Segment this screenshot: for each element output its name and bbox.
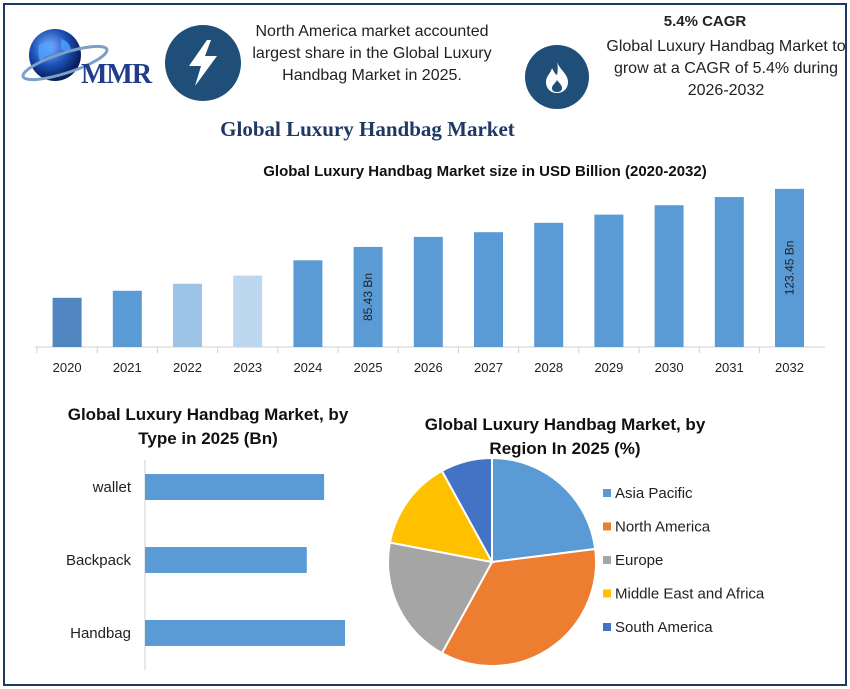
legend-swatch [603, 522, 611, 531]
category-label: Backpack [66, 552, 132, 569]
x-tick-label: 2027 [474, 360, 503, 375]
logo-text: MMR [81, 59, 152, 90]
flame-icon [525, 45, 589, 109]
bar-2025 [353, 246, 383, 347]
bar-chart-title: Global Luxury Handbag Market size in USD… [263, 163, 707, 180]
bar-2024 [293, 260, 323, 347]
bar-handbag [145, 620, 345, 646]
data-label-2025: 85.43 Bn [361, 273, 375, 321]
market-size-bar-chart: 2020 2021 2022 2023 2024 2025 85.43 Bn 2026 2027… [35, 188, 825, 375]
category-label: Handbag [70, 625, 131, 642]
legend-label: Europe [615, 552, 663, 569]
category-label: wallet [92, 479, 132, 496]
legend-swatch [603, 489, 611, 497]
type-chart-title: Global Luxury Handbag Market, by Type in… [67, 405, 349, 448]
bar-2027 [474, 232, 503, 347]
bar-2022 [173, 283, 202, 347]
x-tick-label: 2024 [293, 360, 322, 375]
cagr-title: 5.4% CAGR [663, 13, 747, 30]
bar-2021 [112, 290, 142, 347]
x-tick-label: 2023 [233, 360, 262, 375]
x-tick-label: 2029 [594, 360, 623, 375]
bar-2029 [594, 214, 624, 347]
legend-swatch [603, 623, 611, 631]
legend-label: South America [615, 619, 713, 636]
cagr-text: Global Luxury Handbag Market to grow at … [606, 38, 846, 99]
infographic-frame: MMR North America market accounted large… [3, 3, 847, 686]
globe-icon [21, 29, 109, 82]
legend-label: North America [615, 519, 711, 536]
legend-label: Asia Pacific [615, 485, 693, 502]
x-tick-label: 2026 [414, 360, 443, 375]
region-chart-title: Global Luxury Handbag Market, by Region … [424, 415, 706, 458]
bar-2031 [714, 197, 744, 347]
x-tick-label: 2032 [775, 360, 804, 375]
pie-slice-middle-east-and-africa [388, 469, 494, 564]
region-highlight-text: North America market accounted largest s… [252, 23, 492, 84]
data-label-2032: 123.45 Bn [783, 241, 797, 296]
page-title: Global Luxury Handbag Market [220, 117, 515, 141]
pie-slice-south-america [440, 456, 493, 563]
type-bar-chart: wallet Backpack Handbag [66, 460, 345, 670]
pie-slice-north-america [440, 547, 597, 667]
legend-label: Middle East and Africa [615, 586, 765, 603]
bar-2020 [52, 297, 82, 347]
bar-2026 [413, 236, 443, 347]
region-pie-chart: Asia Pacific North America Europe Middle Ea… [387, 456, 765, 667]
pie-slice-asia-pacific [491, 456, 597, 564]
lightning-icon [165, 25, 241, 101]
x-tick-label: 2020 [53, 360, 82, 375]
mmr-logo: MMR [17, 23, 162, 93]
bar-backpack [145, 547, 307, 573]
legend-swatch [603, 589, 611, 598]
legend-swatch [603, 556, 611, 564]
bar-wallet [145, 474, 325, 500]
bar-2032 [775, 188, 804, 347]
x-tick-label: 2022 [173, 360, 202, 375]
x-tick-label: 2025 [354, 360, 383, 375]
pie-slice-europe [387, 541, 494, 655]
bar-2023 [233, 275, 263, 347]
x-tick-label: 2031 [715, 360, 744, 375]
bar-2028 [534, 222, 564, 347]
x-tick-label: 2030 [655, 360, 684, 375]
bar-2030 [654, 205, 684, 347]
x-tick-label: 2021 [113, 360, 142, 375]
x-tick-label: 2028 [534, 360, 563, 375]
